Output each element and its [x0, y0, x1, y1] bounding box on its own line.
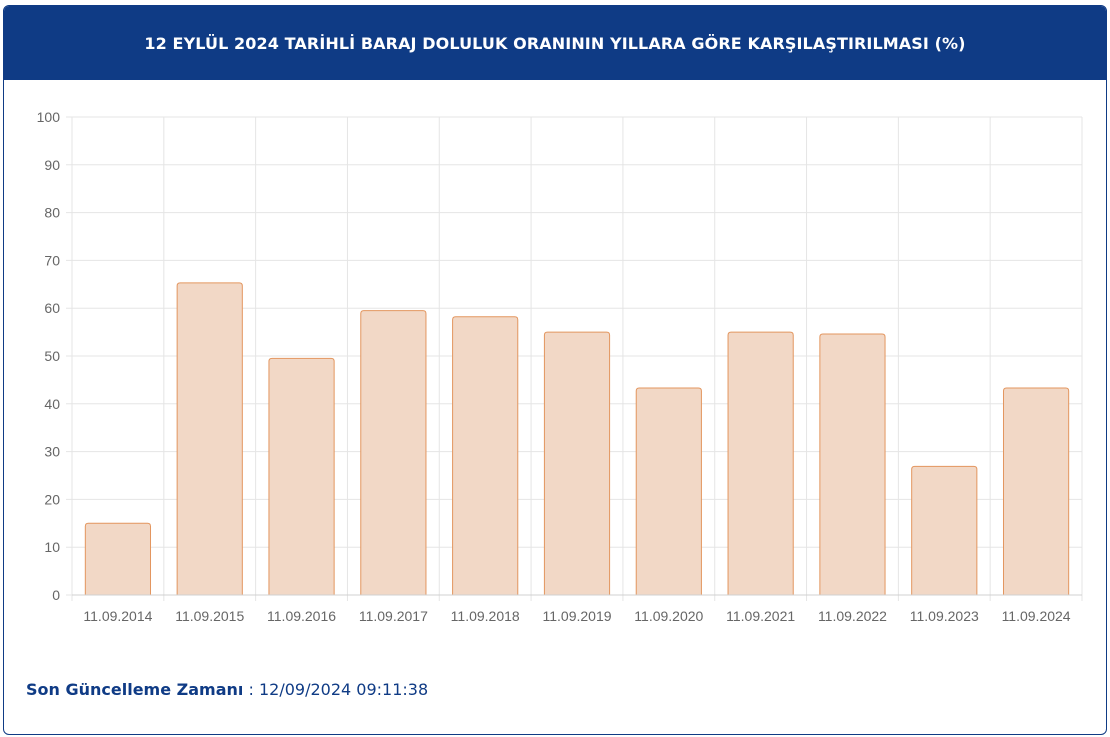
bar: [543, 331, 611, 595]
y-tick-label: 0: [52, 587, 60, 603]
y-tick-label: 80: [44, 205, 60, 221]
x-tick-label: 11.09.2023: [910, 608, 979, 624]
y-tick-label: 10: [44, 539, 60, 555]
x-tick-label: 11.09.2017: [359, 608, 428, 624]
y-tick-label: 20: [44, 491, 60, 507]
x-tick-label: 11.09.2016: [267, 608, 336, 624]
y-tick-label: 100: [37, 109, 61, 125]
x-tick-label: 11.09.2018: [451, 608, 520, 624]
last-updated-separator: :: [243, 680, 259, 699]
y-tick-label: 90: [44, 157, 60, 173]
bar: [819, 333, 886, 595]
x-tick-label: 11.09.2014: [83, 608, 152, 624]
bar: [635, 387, 702, 595]
bar: [452, 316, 519, 595]
last-updated-label: Son Güncelleme Zamanı: [26, 680, 244, 699]
x-tick-label: 11.09.2019: [542, 608, 611, 624]
last-updated: Son Güncelleme Zamanı : 12/09/2024 09:11…: [26, 680, 428, 699]
bar: [360, 310, 427, 595]
y-tick-label: 50: [44, 348, 60, 364]
y-tick-label: 30: [44, 444, 60, 460]
bar: [268, 357, 335, 595]
y-tick-label: 60: [44, 300, 60, 316]
bar: [1003, 387, 1070, 595]
bar: [176, 282, 243, 595]
bar: [727, 331, 794, 595]
chart-header: 12 EYLÜL 2024 TARİHLİ BARAJ DOLULUK ORAN…: [4, 6, 1106, 80]
x-tick-label: 11.09.2024: [1002, 608, 1071, 624]
x-tick-label: 11.09.2015: [175, 608, 244, 624]
last-updated-timestamp: 12/09/2024 09:11:38: [258, 680, 429, 699]
y-tick-label: 40: [44, 396, 60, 412]
bar: [84, 522, 152, 595]
x-tick-label: 11.09.2020: [634, 608, 703, 624]
chart-title: 12 EYLÜL 2024 TARİHLİ BARAJ DOLULUK ORAN…: [144, 33, 966, 53]
y-tick-label: 70: [44, 252, 60, 268]
bar: [911, 465, 978, 595]
x-tick-label: 11.09.2022: [818, 608, 887, 624]
x-tick-label: 11.09.2021: [726, 608, 795, 624]
